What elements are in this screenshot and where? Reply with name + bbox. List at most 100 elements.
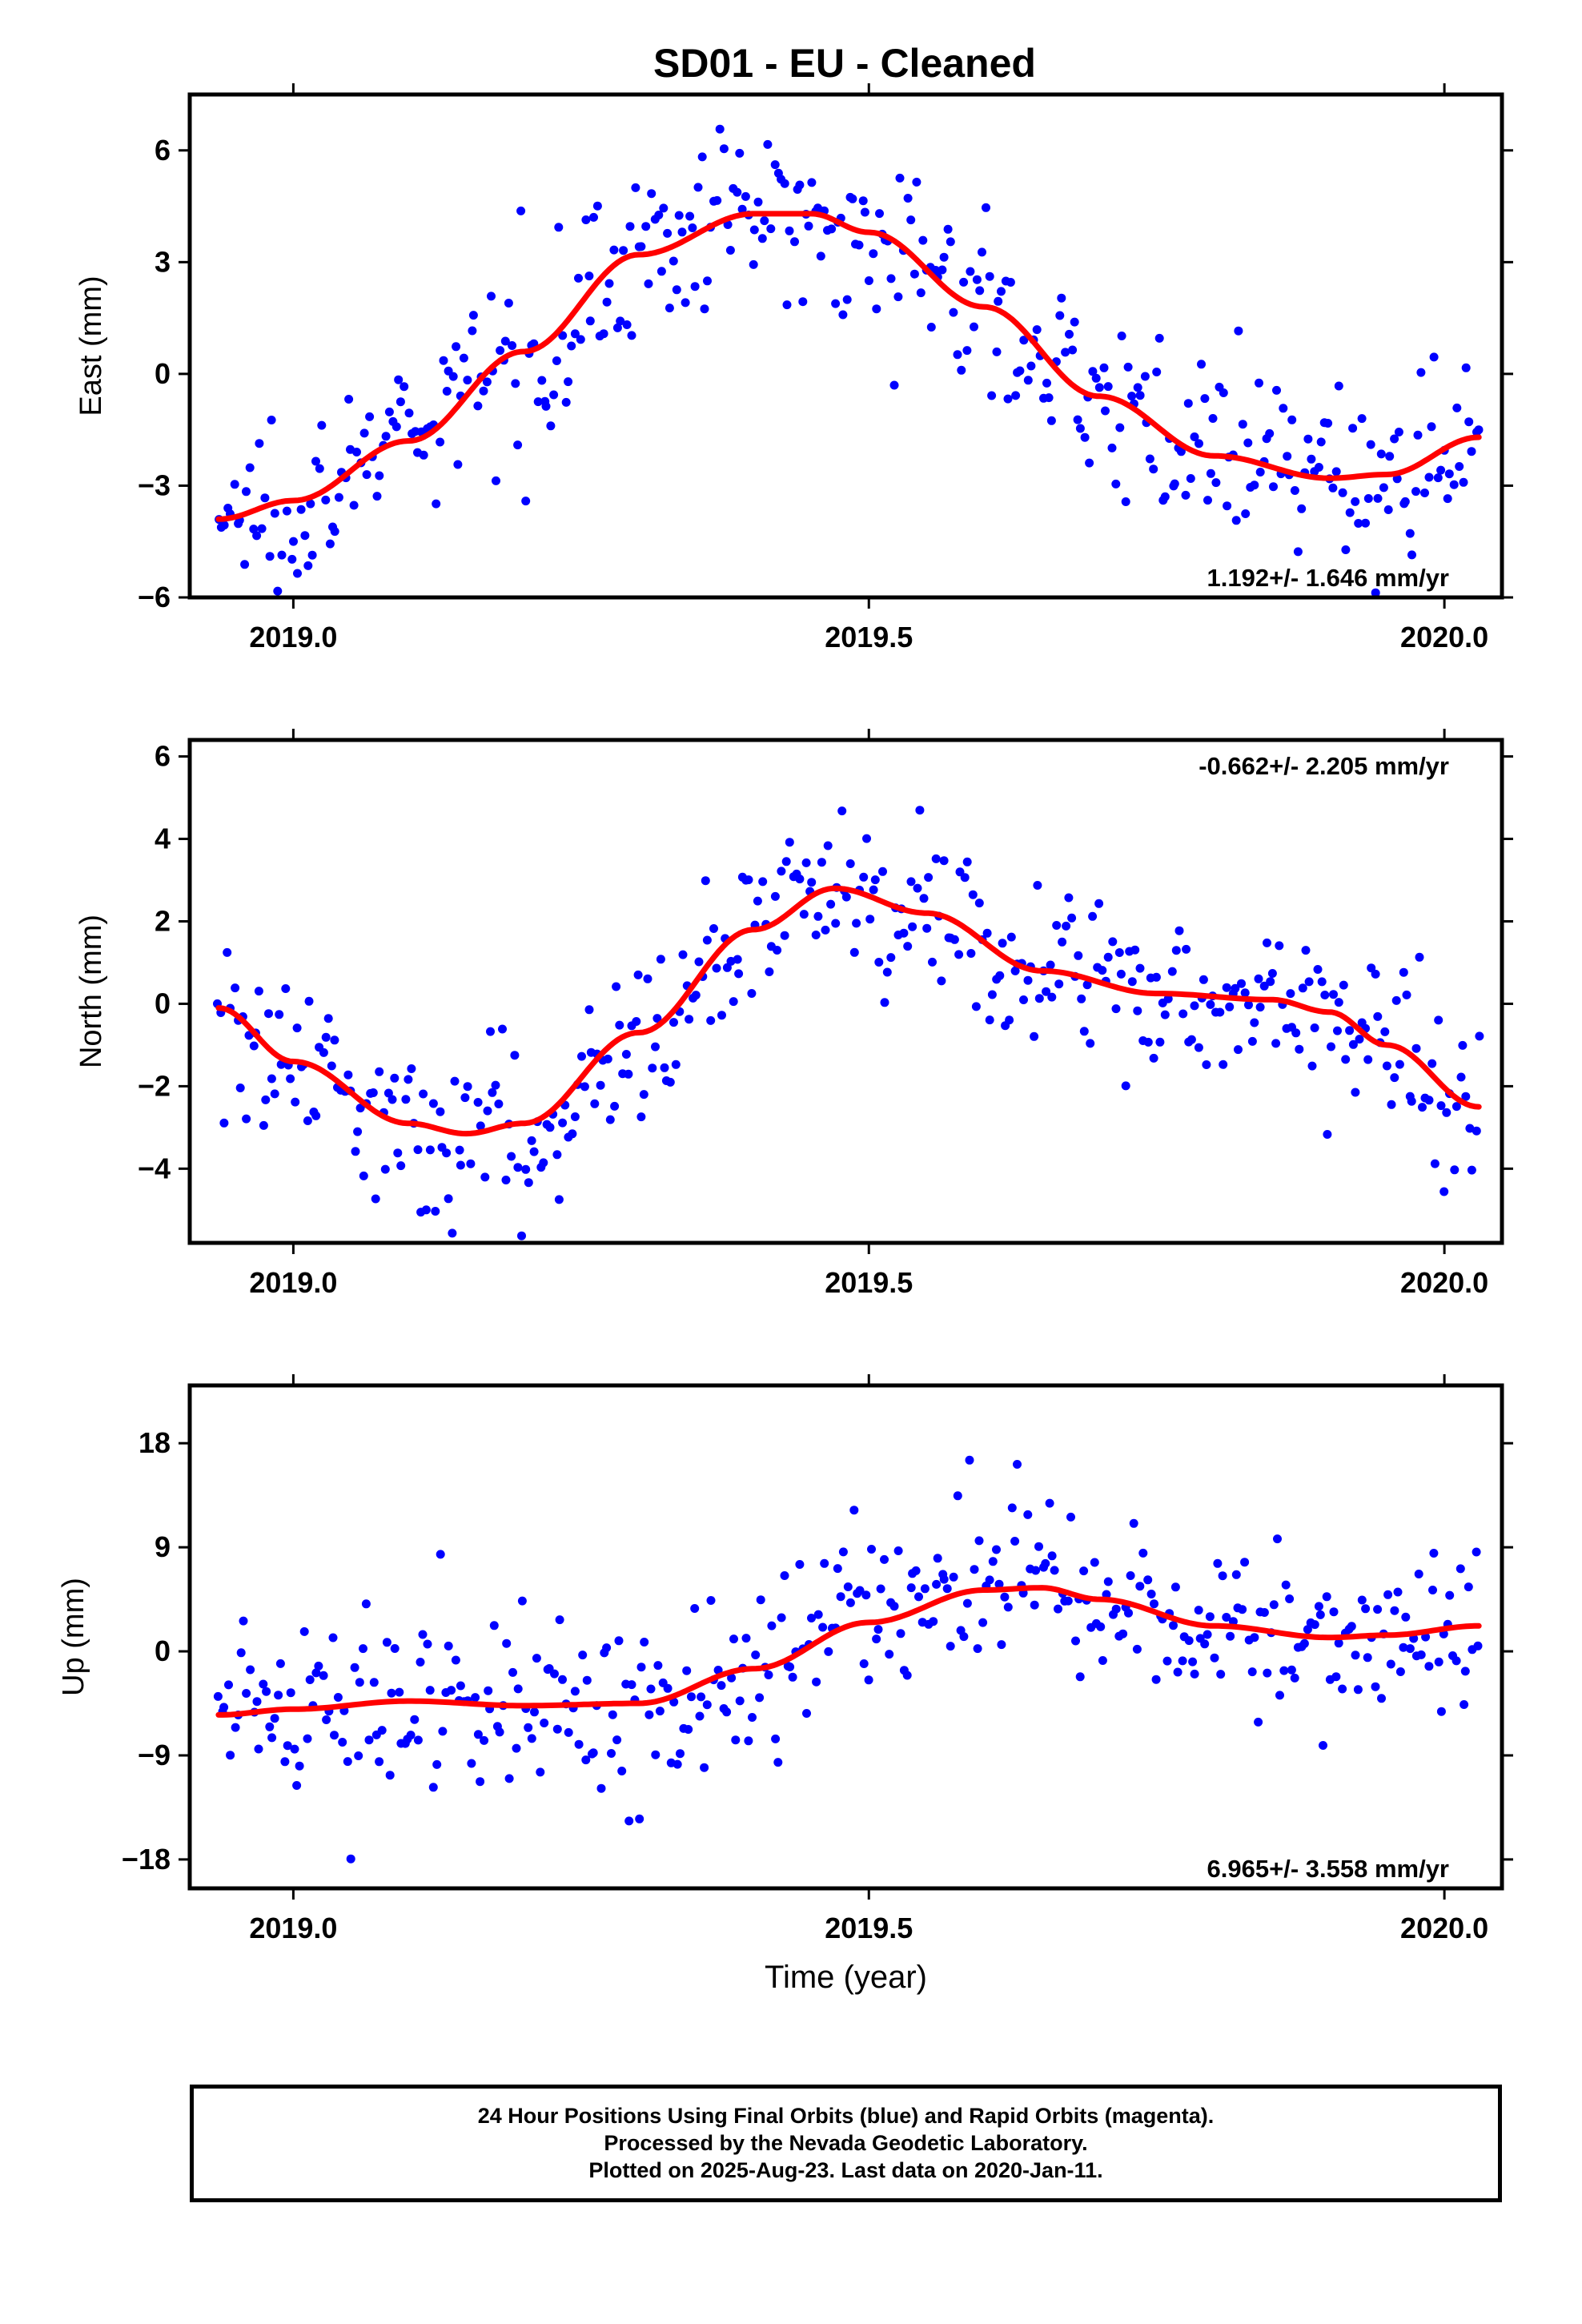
data-point xyxy=(827,224,837,234)
data-point xyxy=(693,183,703,192)
data-point xyxy=(886,953,896,963)
data-point xyxy=(570,1112,580,1121)
data-point xyxy=(841,892,851,902)
data-point xyxy=(585,316,595,326)
data-point xyxy=(517,1231,526,1240)
data-point xyxy=(845,1598,855,1607)
data-point xyxy=(527,1734,536,1743)
y-tick-label: 6 xyxy=(155,740,171,773)
data-point xyxy=(546,421,556,431)
data-point xyxy=(387,1688,396,1698)
data-point xyxy=(460,1093,470,1103)
data-point xyxy=(1219,388,1228,397)
data-point xyxy=(536,1767,545,1777)
data-point xyxy=(1255,378,1263,388)
data-point xyxy=(919,894,929,903)
data-point xyxy=(1135,963,1145,973)
data-point xyxy=(1140,372,1150,381)
data-point xyxy=(1427,1059,1437,1068)
data-point xyxy=(602,297,612,307)
data-point xyxy=(1132,1644,1142,1654)
data-point xyxy=(289,537,298,546)
data-point xyxy=(619,246,628,255)
data-point xyxy=(1107,443,1117,452)
data-point xyxy=(1444,469,1454,479)
data-point xyxy=(438,1727,448,1736)
data-point xyxy=(744,1736,753,1746)
data-point xyxy=(703,276,712,286)
data-point xyxy=(394,375,404,384)
data-point xyxy=(513,1163,523,1172)
data-point xyxy=(673,1759,682,1769)
data-point xyxy=(855,1586,865,1595)
data-point xyxy=(659,203,669,213)
data-point xyxy=(1334,381,1343,391)
data-point xyxy=(1393,1587,1403,1597)
y-tick-label: 9 xyxy=(155,1530,171,1563)
data-point xyxy=(1322,1592,1331,1602)
data-point xyxy=(1266,977,1275,987)
data-point xyxy=(453,460,463,469)
data-point xyxy=(1121,497,1130,506)
data-point xyxy=(391,422,401,432)
y-tick-label: −9 xyxy=(138,1739,171,1771)
data-point xyxy=(909,269,919,279)
data-point xyxy=(1450,1165,1460,1175)
data-point xyxy=(653,1661,663,1671)
data-point xyxy=(902,1671,912,1680)
data-point xyxy=(1467,1165,1476,1175)
data-point xyxy=(1118,1629,1128,1638)
data-point xyxy=(524,1178,533,1188)
y-tick-label: 4 xyxy=(155,822,171,855)
data-point xyxy=(870,875,880,885)
data-point xyxy=(311,456,320,466)
data-point xyxy=(507,1152,516,1161)
data-point xyxy=(599,329,608,339)
data-point xyxy=(1208,414,1218,423)
data-point xyxy=(985,1575,994,1585)
data-point xyxy=(757,234,767,243)
data-point xyxy=(1231,1570,1241,1579)
data-point xyxy=(321,1032,331,1042)
data-point xyxy=(431,1207,440,1216)
data-point xyxy=(555,1615,564,1625)
data-point xyxy=(1155,1037,1165,1047)
data-point xyxy=(1194,1606,1203,1615)
data-point xyxy=(1290,1673,1299,1683)
data-point xyxy=(580,1082,589,1092)
data-point xyxy=(483,1106,492,1116)
data-point xyxy=(748,1713,757,1722)
data-point xyxy=(533,397,543,407)
data-point xyxy=(824,1647,833,1656)
data-point xyxy=(1287,415,1297,424)
x-tick-label: 2019.0 xyxy=(249,621,337,653)
data-point xyxy=(254,987,263,996)
data-point xyxy=(1371,588,1380,597)
data-point xyxy=(953,350,962,360)
data-point xyxy=(577,1051,586,1061)
data-point xyxy=(922,923,932,933)
data-point xyxy=(491,1080,500,1090)
data-point xyxy=(456,1160,465,1170)
data-point xyxy=(1206,999,1215,1009)
data-point xyxy=(861,1590,871,1600)
data-point xyxy=(785,1663,795,1671)
data-point xyxy=(1351,1088,1360,1097)
data-point xyxy=(715,124,725,134)
data-point xyxy=(744,875,753,885)
panel-frame xyxy=(187,1383,1504,1891)
data-point xyxy=(1173,1667,1182,1677)
data-point xyxy=(663,228,673,238)
data-point xyxy=(1351,1651,1360,1660)
data-point xyxy=(1407,550,1416,560)
data-point xyxy=(1413,430,1423,440)
data-point xyxy=(1133,383,1142,392)
data-point xyxy=(1395,1667,1405,1676)
data-point xyxy=(1373,493,1383,503)
data-point xyxy=(1269,482,1278,492)
data-point xyxy=(939,252,949,262)
data-point xyxy=(785,226,794,235)
data-point xyxy=(690,1604,700,1613)
data-point xyxy=(1366,440,1375,449)
data-point xyxy=(767,1621,777,1630)
